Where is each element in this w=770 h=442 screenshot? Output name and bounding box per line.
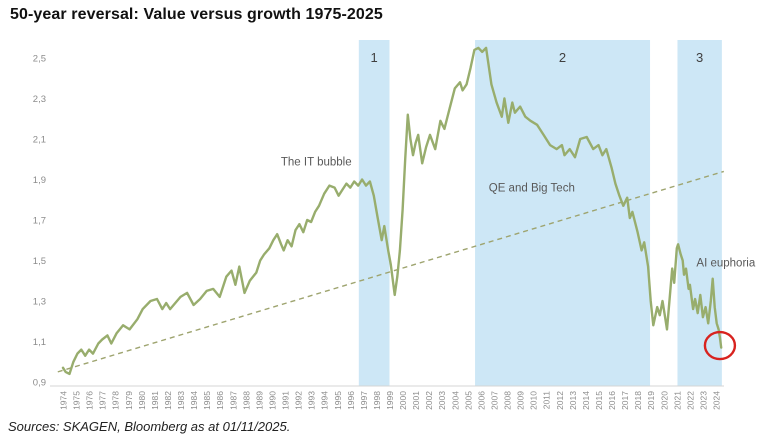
- x-tick-label: 2008: [503, 391, 513, 410]
- y-tick-label: 2,5: [33, 54, 46, 65]
- chart-annotation-3: AI euphoria: [696, 258, 755, 270]
- y-tick-label: 1,5: [33, 256, 46, 267]
- x-tick-label: 2019: [646, 391, 656, 410]
- x-tick-label: 2004: [450, 391, 460, 410]
- x-tick-label: 1999: [385, 391, 395, 410]
- x-tick-label: 2002: [424, 391, 434, 410]
- x-tick-label: 2015: [594, 391, 604, 410]
- x-tick-label: 1992: [294, 391, 304, 410]
- x-tick-label: 1996: [346, 391, 356, 410]
- chart-annotation-1: The IT bubble: [281, 156, 352, 168]
- data-line: [61, 46, 723, 376]
- highlight-circle: [703, 330, 737, 361]
- y-tick-label: 1,3: [33, 297, 46, 308]
- x-tick-label: 2013: [568, 391, 578, 410]
- x-tick-label: 1997: [359, 391, 369, 410]
- region-label-3: 3: [696, 50, 703, 65]
- x-tick-label: 2016: [607, 391, 617, 410]
- x-tick-label: 2003: [437, 391, 447, 410]
- x-tick-label: 1985: [202, 391, 212, 410]
- x-tick-label: 2010: [529, 391, 539, 410]
- highlight-region-3: [677, 40, 722, 386]
- x-tick-label: 1990: [267, 391, 277, 410]
- x-tick-label: 1974: [59, 391, 69, 410]
- x-tick-label: 2001: [411, 391, 421, 410]
- x-tick-label: 1998: [372, 391, 382, 410]
- region-label-2: 2: [559, 50, 566, 65]
- highlight-region-1: [358, 40, 390, 386]
- x-tick-label: 1993: [307, 391, 317, 410]
- x-tick-label: 2012: [555, 391, 565, 410]
- x-tick-label: 1976: [85, 391, 95, 410]
- x-tick-label: 2021: [672, 391, 682, 410]
- x-tick-label: 1975: [72, 391, 82, 410]
- x-tick-label: 1991: [281, 391, 291, 410]
- x-tick-label: 2006: [476, 391, 486, 410]
- x-tick-label: 1984: [189, 391, 199, 410]
- highlight-region-2: [475, 40, 651, 386]
- region-label-1: 1: [371, 50, 378, 65]
- x-tick-label: 1994: [320, 391, 330, 410]
- chart-title: 50-year reversal: Value versus growth 19…: [10, 6, 383, 23]
- x-tick-label: 1989: [254, 391, 264, 410]
- x-tick-label: 1983: [176, 391, 186, 410]
- x-tick-label: 1988: [241, 391, 251, 410]
- y-tick-label: 1,7: [33, 216, 46, 227]
- x-tick-label: 2024: [712, 391, 722, 410]
- chart-annotation-2: QE and Big Tech: [489, 183, 575, 195]
- y-tick-label: 1,1: [33, 337, 46, 348]
- y-tick-label: 0,9: [33, 378, 46, 389]
- x-tick-label: 2011: [542, 391, 552, 410]
- trend-line: [57, 170, 725, 373]
- source-note: Sources: SKAGEN, Bloomberg as at 01/11/2…: [8, 419, 291, 434]
- x-tick-label: 1982: [163, 391, 173, 410]
- x-tick-label: 1986: [215, 391, 225, 410]
- x-tick-label: 1995: [333, 391, 343, 410]
- x-tick-label: 1987: [228, 391, 238, 410]
- x-tick-label: 2018: [633, 391, 643, 410]
- x-tick-label: 2005: [463, 391, 473, 410]
- x-tick-label: 1980: [137, 391, 147, 410]
- x-tick-label: 1977: [98, 391, 108, 410]
- y-tick-label: 2,3: [33, 94, 46, 105]
- x-tick-label: 2007: [489, 391, 499, 410]
- x-tick-label: 1981: [150, 391, 160, 410]
- x-tick-label: 2000: [398, 391, 408, 410]
- y-tick-label: 1,9: [33, 175, 46, 186]
- x-tick-label: 2022: [685, 391, 695, 410]
- x-tick-label: 1978: [111, 391, 121, 410]
- y-tick-label: 2,1: [33, 135, 46, 146]
- x-tick-label: 2020: [659, 391, 669, 410]
- x-tick-label: 2014: [581, 391, 591, 410]
- x-tick-label: 2009: [516, 391, 526, 410]
- x-tick-label: 1979: [124, 391, 134, 410]
- x-tick-label: 2017: [620, 391, 630, 410]
- x-tick-label: 2023: [698, 391, 708, 410]
